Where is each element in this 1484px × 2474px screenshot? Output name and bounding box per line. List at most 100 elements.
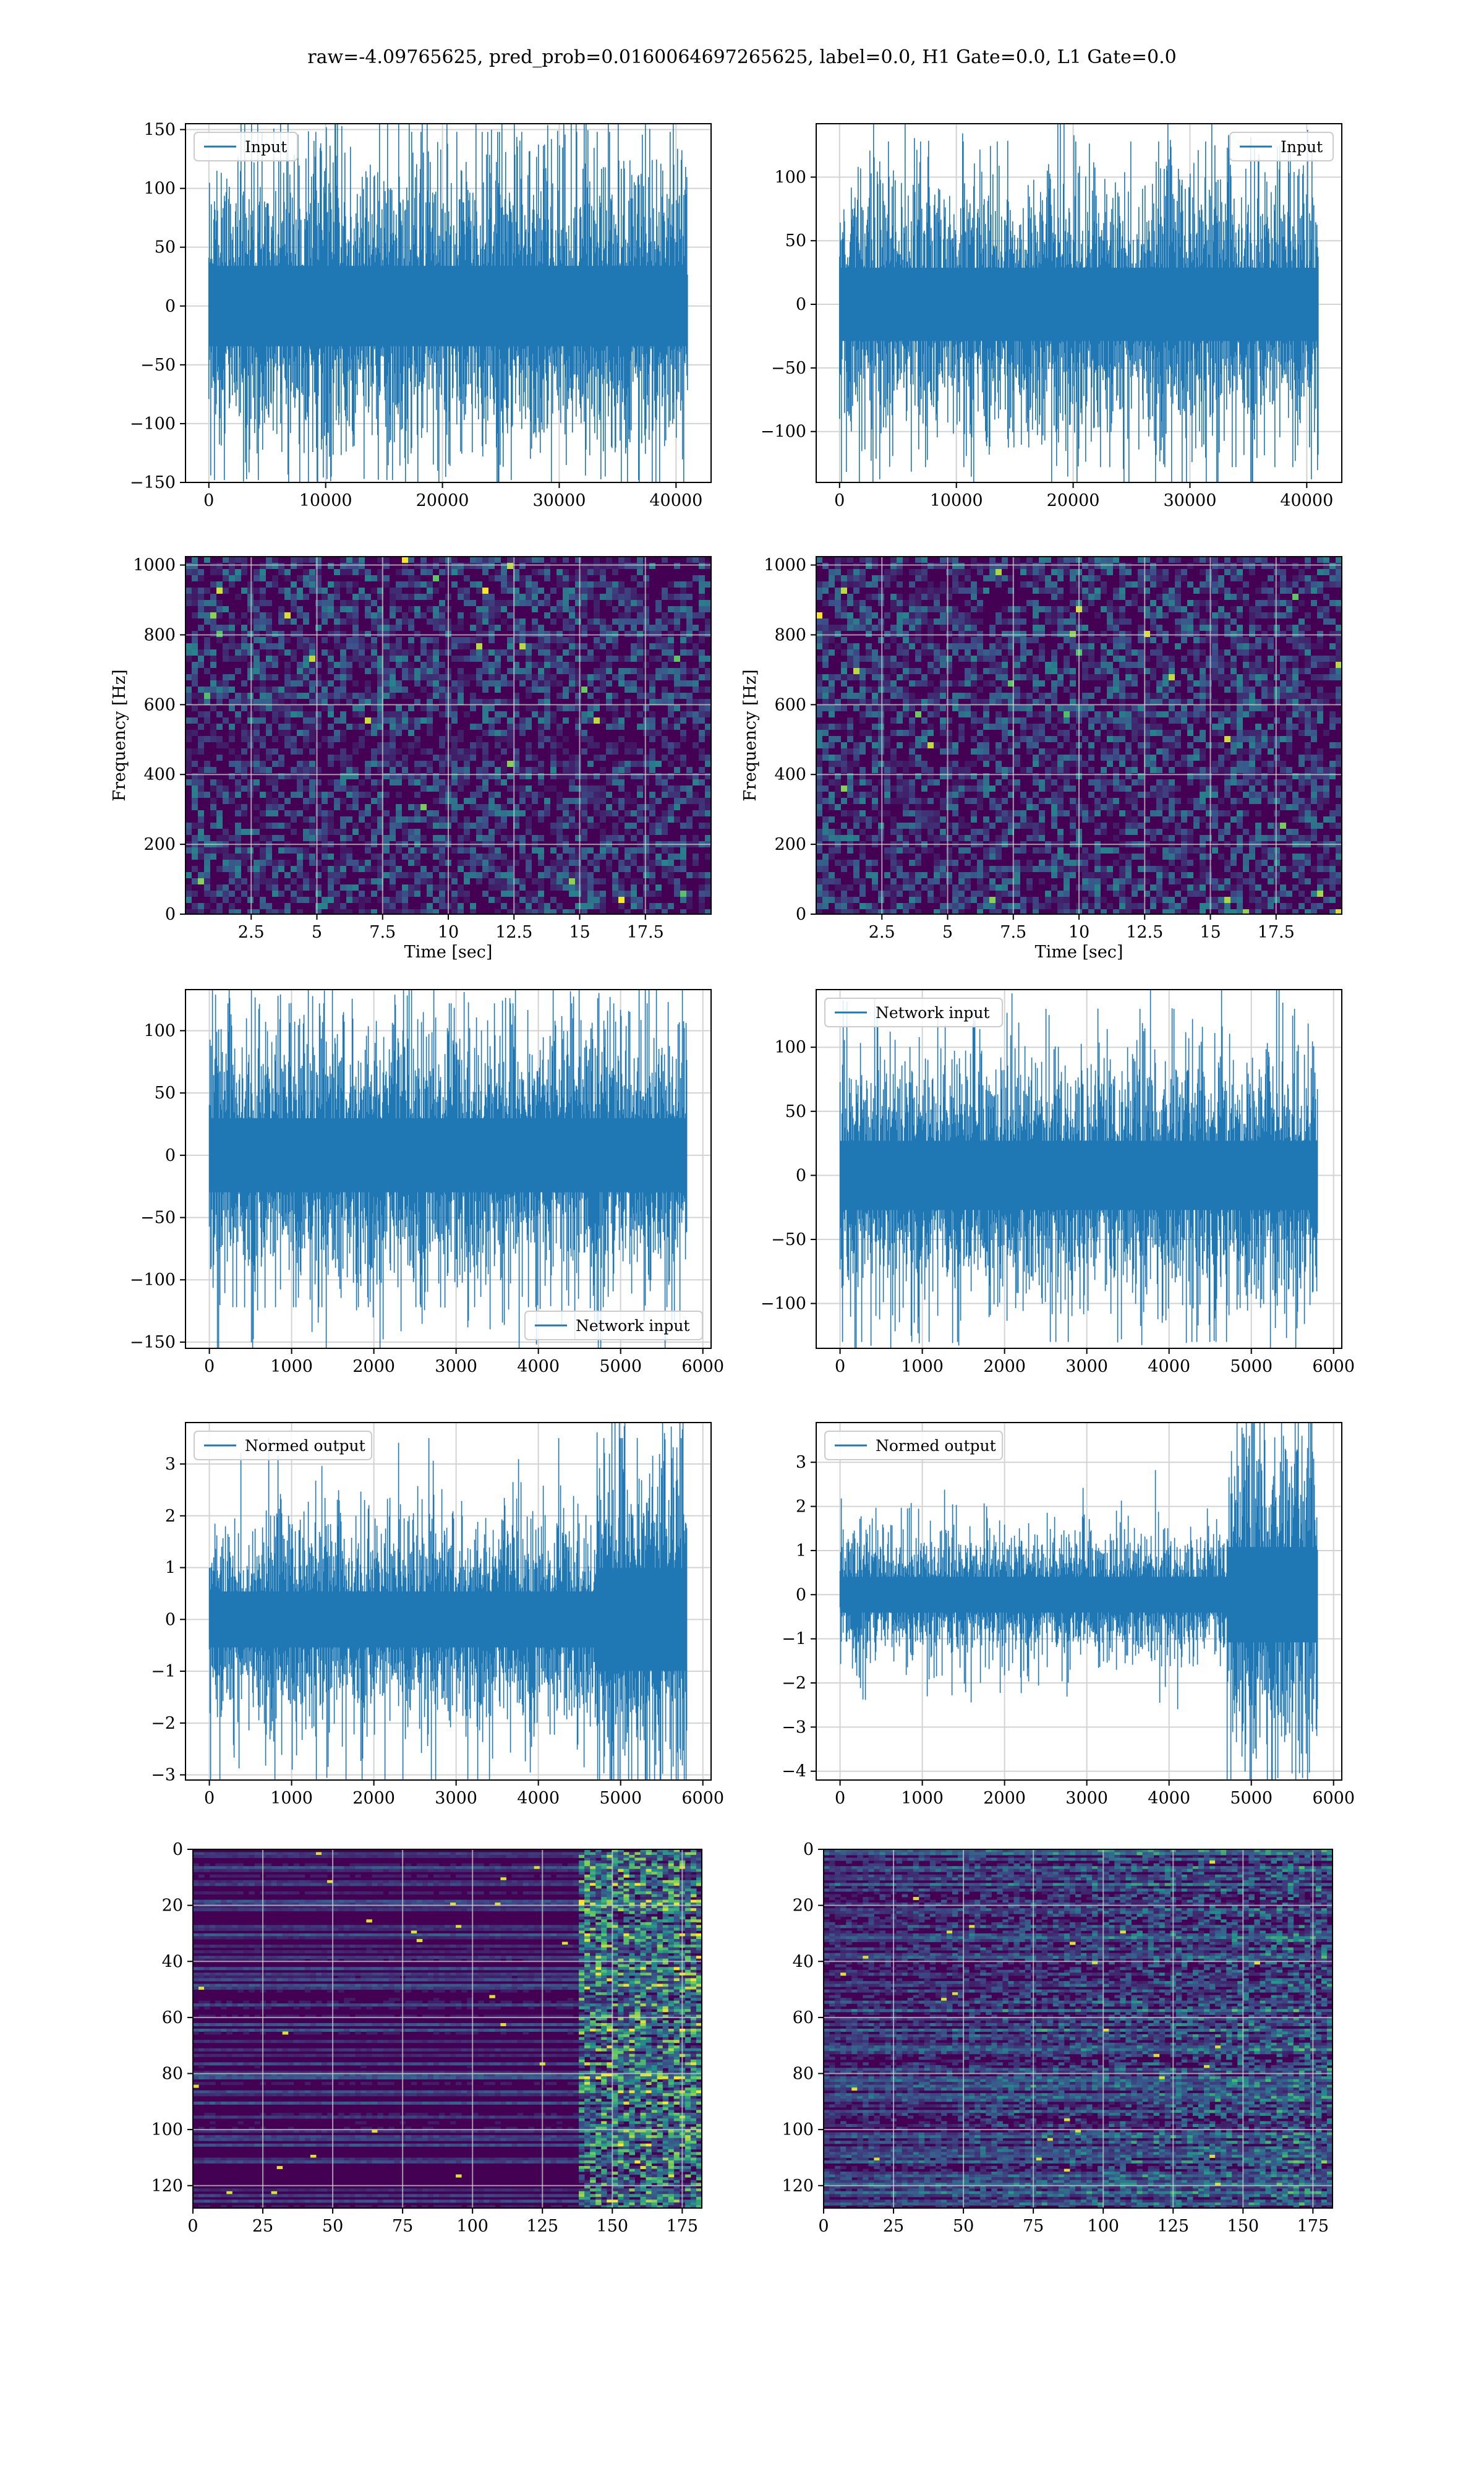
h1_spectrogram-cell [408,693,414,699]
h1_spectrogram-cell [254,761,260,767]
l1_spectrogram-cell [1132,594,1138,600]
h1_spectrogram-cell [526,909,532,914]
l1_spectrogram-cell [1243,705,1249,711]
h1_spectrogram-cell [433,668,439,674]
h1_spectrogram-cell [495,736,501,742]
l1_spectrogram-cell [1336,717,1342,724]
h1_spectrogram-cell [705,872,711,878]
h1_spectrogram-cell [655,884,662,891]
h1_spectrogram-cell [322,588,328,594]
l1_spectrogram-cell [1070,625,1076,631]
h1_spectrogram-cell [272,761,278,767]
l1_spectrogram-cell [1212,631,1218,637]
h1_spectrogram-cell [451,816,458,823]
l1_spectrogram-cell [996,668,1002,674]
h1_spectrogram-cell [705,705,711,711]
l1_spectrogram-cell [958,656,965,662]
h1_spectrogram-cell [352,866,359,872]
h1_input-xtick-label-2: 20000 [416,491,469,510]
h1_input-ytick-label-3: 0 [165,297,176,316]
h1_spectrogram-cell [192,693,198,699]
h1_spectrogram-cell [495,730,501,736]
l1_spectrogram-cell [1255,662,1261,668]
l1_spectrogram-cell [1175,569,1181,575]
l1_spectrogram-cell [1002,668,1008,674]
h1_spectrogram-cell [662,866,668,872]
h1_spectrogram-cell [476,668,482,674]
l1_spectrogram-cell [1064,656,1070,662]
l1_spectrogram-cell [1101,668,1107,674]
h1_spectrogram-cell [458,835,464,841]
l1_spectrogram-cell [1138,717,1144,724]
l1_spectrogram-cell [946,680,952,687]
h1_spectrogram-cell [235,668,241,674]
h1_spectrogram-cell [352,767,359,773]
h1_spectrogram-cell [309,717,315,724]
h1_spectrogram-cell [284,742,291,748]
h1_spectrogram-cell [538,779,544,785]
l1_spectrogram-cell [946,606,952,612]
h1_spectrogram-cell [550,866,556,872]
h1_spectrogram-cell [402,829,408,835]
h1_spectrogram-cell [569,588,575,594]
l1_spectrogram-cell [965,631,971,637]
l1_spectrogram-cell [853,643,859,649]
l1_spectrogram-cell [1237,631,1243,637]
h1_spectrogram-cell [229,860,235,866]
l1_spectrogram-cell [965,625,971,631]
l1_spectrogram-cell [1323,557,1329,563]
l1_spectrogram-cell [1088,600,1094,606]
l1_spectrogram-cell [1014,705,1020,711]
h1_spectrogram-cell [464,816,470,823]
h1_spectrogram-ytick-label-3: 600 [143,695,176,714]
l1_spectrogram-cell [1125,724,1132,730]
h1_spectrogram-cell [699,563,705,569]
h1_spectrogram-cell [340,563,346,569]
h1_spectrogram-cell [482,569,488,575]
l1_spectrogram-cell [1280,736,1286,742]
h1_spectrogram-cell [303,829,309,835]
h1_spectrogram-cell [705,606,711,612]
h1_spectrogram-cell [340,860,346,866]
h1_spectrogram-cell [390,854,396,860]
l1_spectrogram-cell [1113,606,1119,612]
h1_spectrogram-cell [322,594,328,600]
h1_spectrogram-cell [291,594,297,600]
l1_spectrogram-cell [946,656,952,662]
l1_spectrogram-cell [1230,674,1237,680]
h1_spectrogram-cell [186,761,192,767]
l1_spectrogram-cell [1336,649,1342,656]
l1_spectrogram-cell [1014,662,1020,668]
h1_spectrogram-cell [581,884,587,891]
h1_spectrogram-cell [532,680,538,687]
h1_spectrogram-cell [662,847,668,854]
h1_spectrogram-cell [587,884,594,891]
h1_spectrogram-cell [674,705,680,711]
l1_spectrogram-cell [934,792,940,798]
h1_spectrogram-cell [488,730,495,736]
l1_spectrogram-cell [1175,594,1181,600]
h1_spectrogram-cell [278,891,284,897]
l1_spectrogram-cell [1162,730,1169,736]
h1_spectrogram-cell [488,699,495,705]
h1_spectrogram-cell [482,717,488,724]
h1_spectrogram-cell [260,687,266,693]
h1_spectrogram-cell [297,625,303,631]
h1_spectrogram-cell [266,798,272,804]
l1_spectrogram-cell [1150,699,1156,705]
l1_spectrogram-cell [1008,588,1014,594]
h1_spectrogram-cell [309,656,315,662]
h1_spectrogram-cell [513,909,519,914]
l1_spectrogram-cell [1206,779,1212,785]
l1_spectrogram-cell [1243,779,1249,785]
l1_spectrogram-cell [1261,785,1268,792]
h1_spectrogram-cell [501,779,507,785]
l1_spectrogram-cell [1329,581,1336,588]
h1_spectrogram-cell [470,755,476,761]
l1_spectrogram-cell [965,618,971,625]
l1_spectrogram-cell [1020,563,1026,569]
h1_spectrogram-cell [346,860,352,866]
l1_spectrogram-cell [1187,612,1193,618]
h1_spectrogram-cell [488,860,495,866]
h1_spectrogram-cell [216,563,223,569]
